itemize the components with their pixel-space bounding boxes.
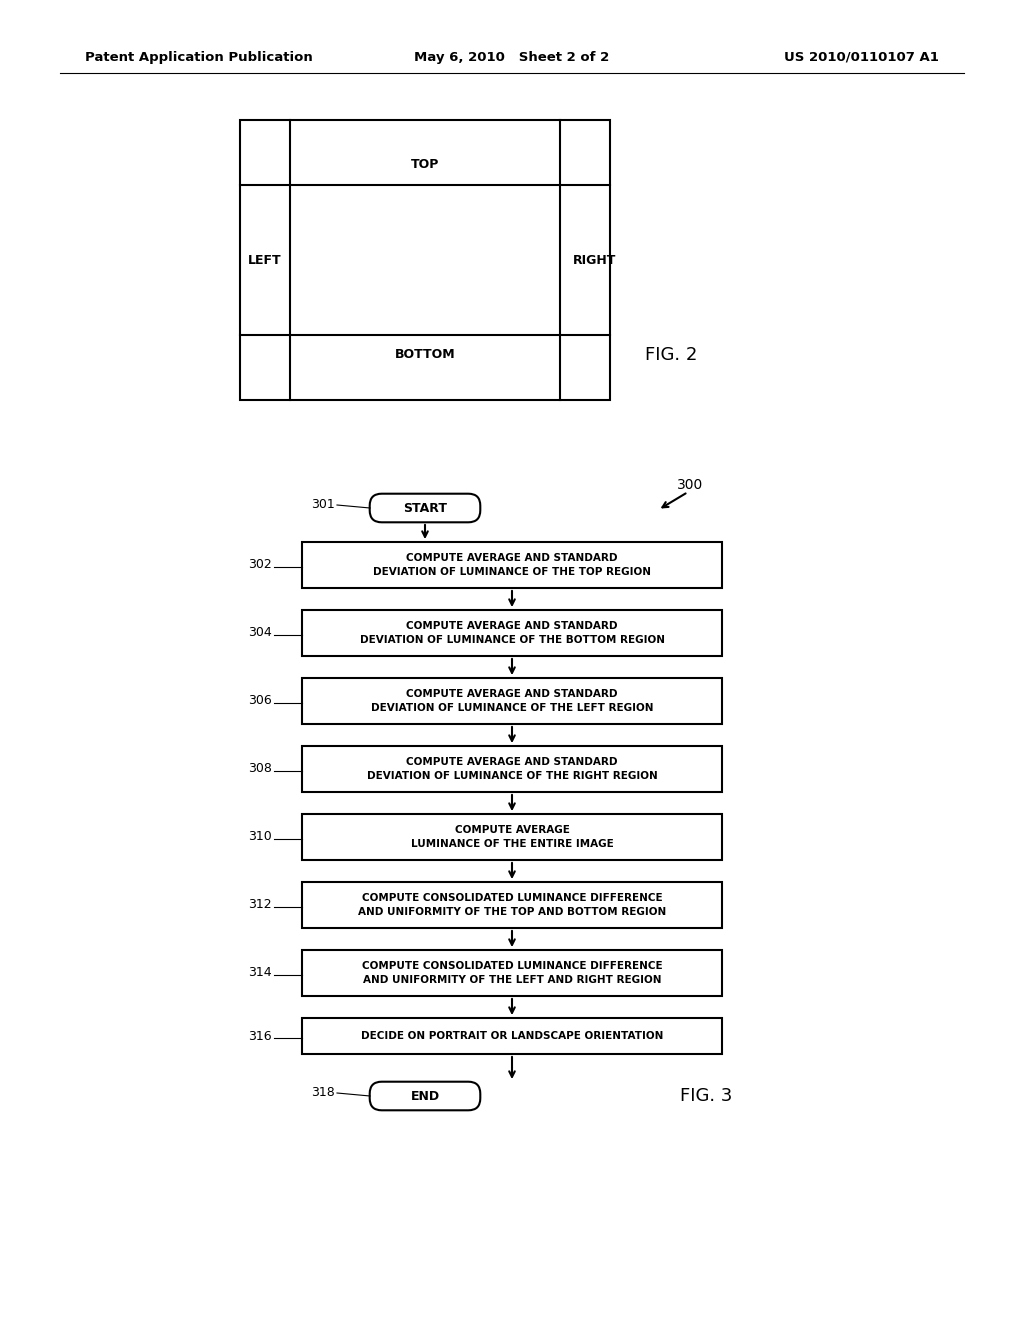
Bar [302,746,722,792]
Bar [302,610,722,656]
Text: 306: 306 [248,694,272,708]
Text: 316: 316 [249,1030,272,1043]
Bar [302,950,722,997]
Text: END: END [411,1089,439,1102]
Bar [302,814,722,861]
Bar [302,678,722,723]
Text: FIG. 3: FIG. 3 [680,1086,732,1105]
Text: COMPUTE AVERAGE AND STANDARD
DEVIATION OF LUMINANCE OF THE BOTTOM REGION: COMPUTE AVERAGE AND STANDARD DEVIATION O… [359,622,665,644]
Text: 314: 314 [249,966,272,979]
Text: US 2010/0110107 A1: US 2010/0110107 A1 [784,50,939,63]
Text: RIGHT: RIGHT [573,253,616,267]
Text: 310: 310 [248,830,272,843]
Text: COMPUTE AVERAGE
LUMINANCE OF THE ENTIRE IMAGE: COMPUTE AVERAGE LUMINANCE OF THE ENTIRE … [411,825,613,849]
Text: TOP: TOP [411,158,439,172]
Bar [302,1018,722,1053]
Text: 308: 308 [248,763,272,776]
Text: 318: 318 [311,1086,335,1100]
Text: 301: 301 [311,499,335,511]
Text: 300: 300 [677,478,703,492]
Bar [302,543,722,587]
FancyBboxPatch shape [370,494,480,523]
Text: Patent Application Publication: Patent Application Publication [85,50,312,63]
Text: COMPUTE CONSOLIDATED LUMINANCE DIFFERENCE
AND UNIFORMITY OF THE LEFT AND RIGHT R: COMPUTE CONSOLIDATED LUMINANCE DIFFERENC… [361,961,663,985]
Bar [240,120,610,400]
Text: DECIDE ON PORTRAIT OR LANDSCAPE ORIENTATION: DECIDE ON PORTRAIT OR LANDSCAPE ORIENTAT… [360,1031,664,1041]
Text: BOTTOM: BOTTOM [394,348,456,362]
Text: LEFT: LEFT [248,253,282,267]
Text: May 6, 2010   Sheet 2 of 2: May 6, 2010 Sheet 2 of 2 [415,50,609,63]
Text: COMPUTE AVERAGE AND STANDARD
DEVIATION OF LUMINANCE OF THE LEFT REGION: COMPUTE AVERAGE AND STANDARD DEVIATION O… [371,689,653,713]
Text: COMPUTE CONSOLIDATED LUMINANCE DIFFERENCE
AND UNIFORMITY OF THE TOP AND BOTTOM R: COMPUTE CONSOLIDATED LUMINANCE DIFFERENC… [357,894,667,916]
Text: 312: 312 [249,899,272,912]
Text: 302: 302 [248,558,272,572]
Text: 304: 304 [248,627,272,639]
Text: START: START [403,502,447,515]
Text: FIG. 2: FIG. 2 [645,346,697,364]
Text: COMPUTE AVERAGE AND STANDARD
DEVIATION OF LUMINANCE OF THE TOP REGION: COMPUTE AVERAGE AND STANDARD DEVIATION O… [373,553,651,577]
FancyBboxPatch shape [370,1081,480,1110]
Bar [302,882,722,928]
Text: COMPUTE AVERAGE AND STANDARD
DEVIATION OF LUMINANCE OF THE RIGHT REGION: COMPUTE AVERAGE AND STANDARD DEVIATION O… [367,758,657,780]
